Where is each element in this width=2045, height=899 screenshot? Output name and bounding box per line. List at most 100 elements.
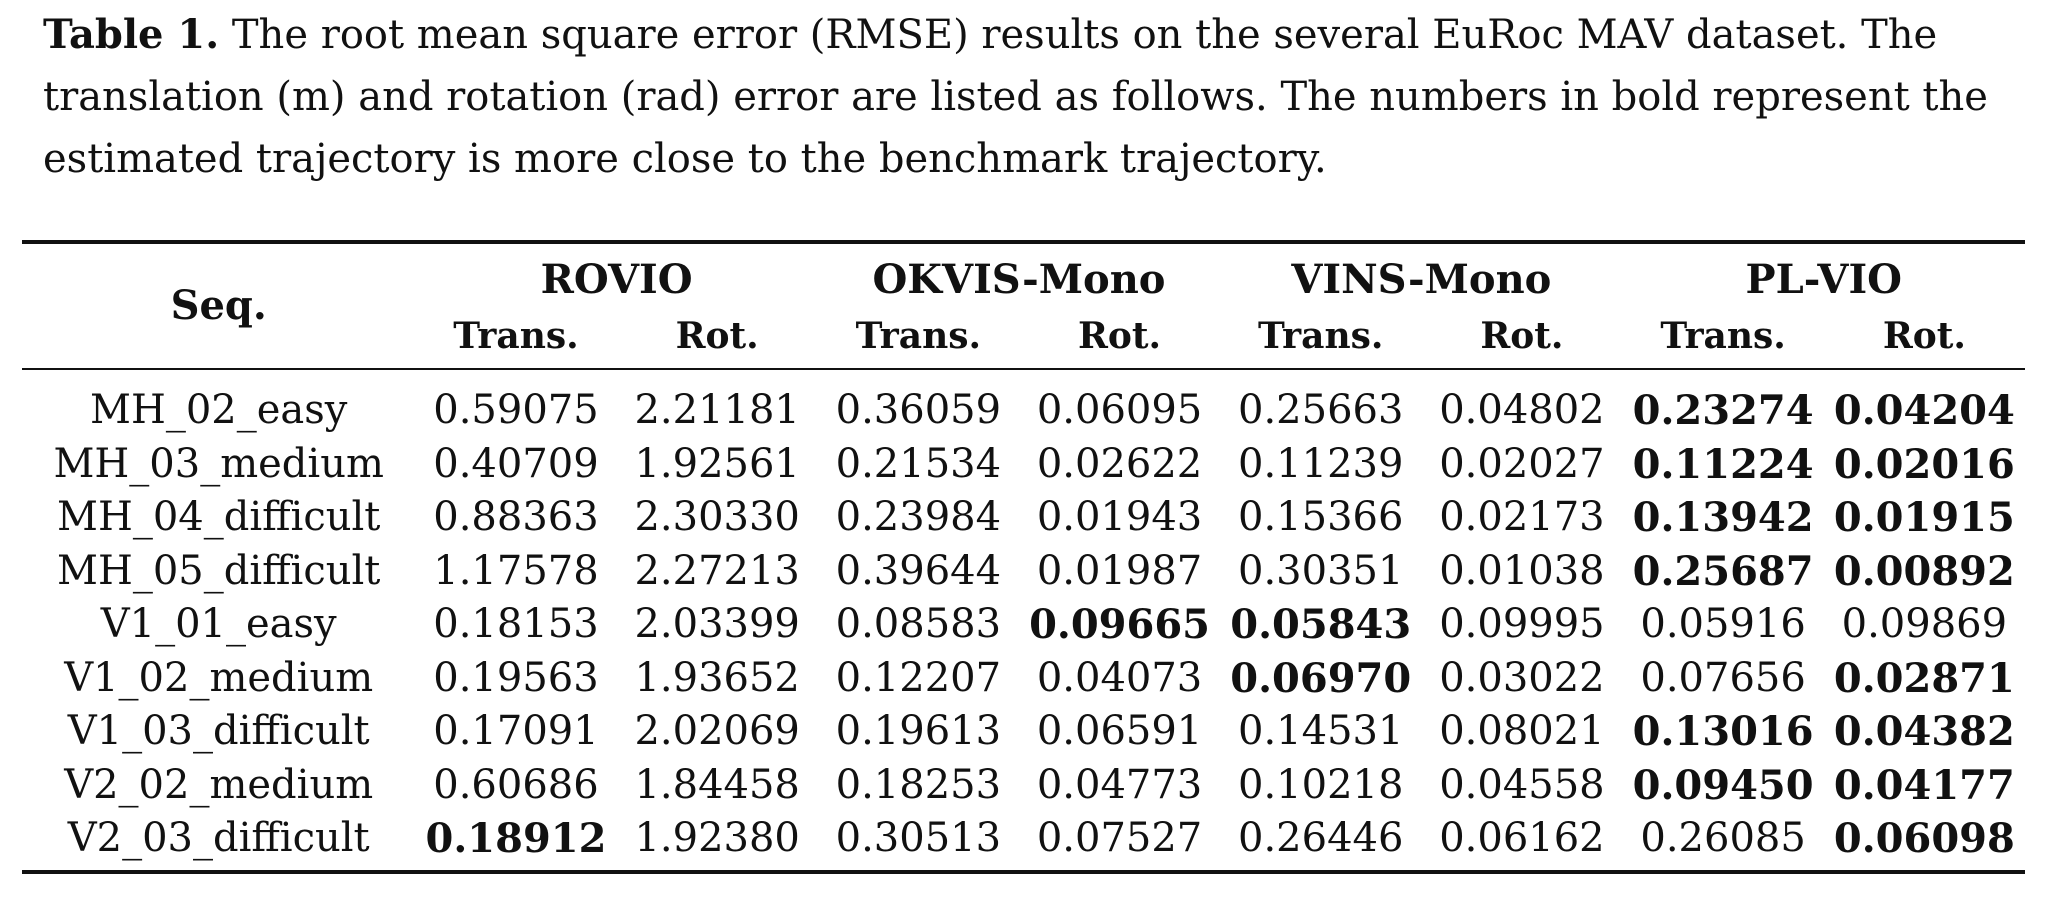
trans-value-cell: 0.39644 [835, 547, 1002, 594]
table-caption: Table 1. The root mean square error (RMS… [43, 4, 2018, 190]
rot-value-cell: 0.03022 [1439, 654, 1605, 701]
trans-value-cell: 0.88363 [433, 494, 599, 540]
seq-header: Seq. [170, 282, 267, 329]
seq-cell: MH_02_easy [90, 387, 348, 433]
seq-cell: V1_02_medium [64, 654, 374, 701]
trans-value-cell: 0.13942 [1632, 494, 1814, 541]
caption-label: Table 1. [43, 11, 220, 58]
trans-value-cell: 0.11239 [1238, 440, 1404, 487]
rot-value-cell: 2.30330 [634, 494, 800, 540]
rot-value-cell: 0.01915 [1833, 494, 2015, 541]
rmse-table-body: MH_02_easy 0.59075 2.21181 0.36059 0.06095 0.… [22, 370, 2025, 870]
trans-value-cell: 0.21534 [835, 440, 1002, 487]
rot-value-cell: 1.92380 [634, 815, 800, 861]
trans-value-cell: 0.05843 [1230, 601, 1412, 648]
seq-cell: MH_05_difficult [57, 547, 381, 594]
rot-value-cell: 0.02016 [1833, 440, 2015, 488]
trans-value-cell: 0.19563 [433, 654, 599, 701]
trans-value-cell: 0.30513 [835, 815, 1002, 861]
rot-value-cell: 1.92561 [634, 440, 800, 487]
rot-value-cell: 1.93652 [634, 654, 800, 701]
trans-value-cell: 0.13016 [1632, 708, 1814, 755]
trans-value-cell: 0.26446 [1238, 815, 1404, 861]
table-row: V2_03_difficult 0.18912 1.92380 0.30513 0.07… [22, 812, 2025, 870]
trans-value-cell: 0.05916 [1640, 601, 1806, 647]
rot-value-cell: 0.04204 [1833, 387, 2015, 434]
trans-value-cell: 0.07656 [1640, 654, 1806, 701]
table-row: MH_04_difficult 0.88363 2.30330 0.23984 0.01… [22, 491, 2025, 545]
rot-value-cell: 0.04773 [1036, 761, 1203, 808]
table-row: MH_02_easy 0.59075 2.21181 0.36059 0.06095 0.… [22, 370, 2025, 438]
method-header-pl-vio: PL-VIO [1745, 256, 1902, 303]
table-row: MH_03_medium 0.40709 1.92561 0.21534 0.02622… [22, 438, 2025, 492]
rot-value-cell: 0.04802 [1439, 387, 1605, 433]
trans-value-cell: 0.10218 [1238, 761, 1404, 808]
method-header-rovio: ROVIO [540, 256, 693, 303]
trans-value-cell: 0.19613 [835, 708, 1002, 754]
rot-value-cell: 0.08021 [1439, 708, 1605, 754]
rot-value-cell: 0.04177 [1833, 761, 2015, 809]
trans-value-cell: 0.11224 [1632, 440, 1814, 488]
seq-cell: V1_03_difficult [67, 708, 370, 754]
trans-value-cell: 0.36059 [835, 387, 1002, 433]
rot-value-cell: 2.02069 [634, 708, 800, 754]
metric-header-row: Trans. Rot. Trans. Rot. Trans. Rot. Tran… [22, 316, 2025, 368]
rot-value-cell: 0.06591 [1036, 708, 1203, 754]
table-mid-rule [22, 368, 2025, 370]
trans-header: Trans. [1660, 316, 1786, 357]
trans-value-cell: 0.09450 [1632, 761, 1814, 809]
trans-header: Trans. [855, 316, 982, 357]
rot-header: Rot. [1480, 316, 1564, 357]
trans-value-cell: 0.12207 [835, 654, 1002, 701]
table-top-rule [22, 240, 2025, 244]
rot-value-cell: 0.01987 [1036, 547, 1203, 594]
rmse-table: Seq. ROVIO OKVIS-Mono VINS-Mono PL-VIO T… [22, 244, 2025, 368]
trans-value-cell: 0.25663 [1238, 387, 1404, 433]
trans-value-cell: 0.60686 [433, 761, 599, 808]
rot-value-cell: 0.01943 [1036, 494, 1203, 540]
trans-value-cell: 0.26085 [1640, 815, 1806, 861]
table-row: V2_02_medium 0.60686 1.84458 0.18253 0.04773… [22, 759, 2025, 813]
trans-value-cell: 0.14531 [1238, 708, 1404, 754]
rot-value-cell: 0.04382 [1833, 708, 2015, 755]
trans-value-cell: 0.59075 [433, 387, 599, 433]
rot-value-cell: 2.27213 [634, 547, 800, 594]
seq-cell: V2_02_medium [64, 761, 374, 808]
rot-header: Rot. [1882, 316, 1966, 357]
rot-value-cell: 2.03399 [634, 601, 800, 647]
trans-value-cell: 0.18153 [433, 601, 599, 647]
rot-value-cell: 0.09665 [1029, 601, 1210, 648]
rot-header: Rot. [1078, 316, 1162, 357]
rot-value-cell: 1.84458 [634, 761, 800, 808]
method-header-okvis-mono: OKVIS-Mono [872, 256, 1166, 303]
seq-cell: MH_03_medium [53, 440, 384, 487]
caption-text: The root mean square error (RMSE) result… [43, 12, 1988, 182]
method-header-row: Seq. ROVIO OKVIS-Mono VINS-Mono PL-VIO [22, 244, 2025, 329]
trans-value-cell: 0.30351 [1238, 547, 1404, 594]
trans-value-cell: 0.08583 [835, 601, 1002, 647]
rot-value-cell: 0.09869 [1841, 601, 2008, 647]
trans-value-cell: 0.18912 [425, 815, 607, 862]
rot-value-cell: 0.06162 [1439, 815, 1605, 861]
rot-value-cell: 0.07527 [1036, 815, 1203, 861]
seq-cell: V1_01_easy [100, 601, 337, 647]
rot-value-cell: 0.04558 [1439, 761, 1605, 808]
rot-value-cell: 0.06095 [1036, 387, 1203, 433]
seq-cell: MH_04_difficult [57, 494, 381, 540]
rot-header: Rot. [675, 316, 759, 357]
trans-value-cell: 0.40709 [433, 440, 599, 487]
rot-value-cell: 0.01038 [1439, 547, 1605, 594]
trans-header: Trans. [1258, 316, 1384, 357]
rot-value-cell: 0.04073 [1036, 654, 1203, 701]
rot-value-cell: 0.09995 [1439, 601, 1605, 647]
trans-value-cell: 1.17578 [433, 547, 599, 594]
trans-value-cell: 0.25687 [1632, 547, 1814, 595]
rot-value-cell: 0.02027 [1439, 440, 1605, 487]
trans-value-cell: 0.06970 [1230, 654, 1412, 702]
table-row: MH_05_difficult 1.17578 2.27213 0.39644 0.01… [22, 545, 2025, 599]
rot-value-cell: 0.06098 [1833, 815, 2015, 862]
rot-value-cell: 0.02871 [1833, 654, 2015, 702]
trans-value-cell: 0.23274 [1632, 387, 1814, 434]
rot-value-cell: 0.02622 [1036, 440, 1203, 487]
seq-cell: V2_03_difficult [67, 815, 370, 861]
